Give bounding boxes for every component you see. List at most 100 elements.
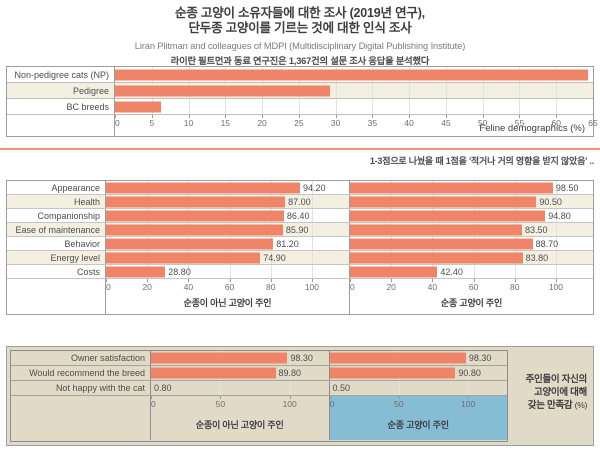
- bar-value-label: 0.50: [332, 383, 351, 393]
- bar-value-label: 98.30: [468, 353, 492, 363]
- chart3-caption-line3: 갖는 만족감 (%): [509, 399, 588, 412]
- chart3-caption-text: 갖는 만족감: [527, 400, 573, 411]
- gridline: [311, 265, 313, 278]
- bar-value-label: 94.80: [548, 210, 571, 221]
- bar-cell: 83.50: [349, 223, 593, 236]
- axis-tick-label: 60: [224, 282, 235, 292]
- gridline: [445, 99, 447, 114]
- bar-cell: 42.40: [349, 265, 593, 278]
- chart3-axis-row: 순종이 아닌 고양이 주인 0 50 100 순종 고양이 주인 0 50 100: [11, 396, 507, 440]
- axis-tick: [556, 115, 558, 118]
- bar-value-label: 42.40: [440, 266, 463, 277]
- bar-cell: 85.90: [106, 223, 349, 236]
- category-label: Companionship: [7, 209, 106, 222]
- axis-tick-label: 100: [548, 282, 564, 292]
- scale-note: 1-3점으로 나눴을 때 1점을 '적거나 거의 영향을 받지 않았음' ..: [369, 156, 594, 166]
- chart3-caption-line1: 주인들이 자신의: [525, 374, 588, 385]
- gridline: [556, 83, 558, 98]
- axis-tick: [229, 279, 231, 282]
- chart2-x-axis-left: 순종이 아닌 고양이 주인 0 20 40 60 80 100: [106, 279, 349, 314]
- bar-cell: 81.20: [106, 237, 349, 250]
- axis-tick: [289, 396, 291, 399]
- category-label: Health: [7, 195, 106, 208]
- category-label: Would recommend the breed: [11, 366, 151, 380]
- chart3-caption-line2: 고양이에 대해: [534, 387, 587, 398]
- gridline: [225, 99, 227, 114]
- bar: [151, 352, 288, 364]
- bar-value-label: 90.80: [458, 368, 481, 378]
- gridline: [311, 195, 313, 208]
- axis-tick-label: 60: [551, 118, 561, 128]
- axis-tick-label: 10: [183, 118, 194, 128]
- gridline: [519, 99, 521, 114]
- axis-tick: [350, 279, 351, 282]
- table-row: Companionship 86.40 94.80: [7, 209, 593, 223]
- gridline: [289, 351, 291, 365]
- category-label: Not happy with the cat: [11, 381, 151, 395]
- bar-value-label: 86.40: [286, 210, 310, 221]
- bar-cell: 90.80: [328, 366, 508, 380]
- axis-tick: [106, 279, 107, 282]
- gridline: [482, 99, 484, 114]
- chart-owner-satisfaction: Owner satisfaction 98.30 98.30 Would recomm…: [6, 346, 594, 446]
- axis-tick: [473, 279, 475, 282]
- gridline: [409, 99, 411, 114]
- table-row: Appearance 94.20 98.50: [7, 181, 593, 195]
- gridline: [229, 265, 231, 278]
- axis-tick: [409, 115, 411, 118]
- bar: [106, 224, 283, 235]
- chart1-axis-spacer: [7, 115, 115, 137]
- gridline: [311, 223, 313, 236]
- table-row: Energy level 74.90 83.80: [7, 251, 593, 265]
- bar: [350, 210, 546, 221]
- axis-tick-label: 40: [404, 118, 414, 128]
- axis-tick: [151, 115, 153, 118]
- gridline: [311, 181, 313, 194]
- bar: [151, 367, 276, 379]
- axis-tick-label: 30: [330, 118, 341, 128]
- gridline: [468, 381, 470, 395]
- gridline: [514, 265, 516, 278]
- axis-tick-label: 25: [294, 118, 304, 128]
- axis-tick-label: 0: [329, 399, 335, 409]
- bar: [350, 182, 553, 193]
- gridline: [555, 237, 557, 250]
- bar-value-label: 0.80: [154, 383, 172, 393]
- bar-cell: 28.80: [106, 265, 349, 278]
- bar: [106, 182, 300, 193]
- axis-tick: [555, 279, 557, 282]
- axis-tick-label: 0: [115, 118, 120, 128]
- chart3-axis-name-right: 순종 고양이 주인: [387, 420, 449, 430]
- bar: [350, 252, 523, 263]
- axis-tick: [115, 115, 116, 118]
- bar-cell: 98.30: [328, 351, 508, 365]
- bar: [350, 266, 438, 277]
- bar-value-label: 83.80: [525, 252, 549, 263]
- gridline: [409, 83, 411, 98]
- bar: [350, 224, 522, 235]
- axis-tick-label: 55: [514, 118, 525, 128]
- axis-tick: [372, 115, 374, 118]
- axis-tick-label: 65: [588, 118, 598, 128]
- chart2-rows: Appearance 94.20 98.50 Health 87.00 90.50 Comp…: [7, 181, 593, 279]
- axis-tick-label: 45: [441, 118, 451, 128]
- gridline: [270, 251, 272, 264]
- axis-tick-label: 60: [468, 282, 479, 292]
- axis-tick-label: 20: [386, 282, 396, 292]
- bar: [106, 238, 274, 249]
- category-label: Non-pedigree cats (NP): [7, 67, 115, 82]
- bar: [115, 69, 588, 80]
- gridline: [555, 181, 557, 194]
- axis-tick-label: 20: [257, 118, 267, 128]
- chart3-axis-spacer: [11, 396, 151, 440]
- byline: Liran Plitman and colleagues of MDPI (Mu…: [134, 41, 466, 51]
- table-row: Costs 28.80 42.40: [7, 265, 593, 279]
- chart3-rows: Owner satisfaction 98.30 98.30 Would recomm…: [11, 351, 507, 396]
- table-row: Non-pedigree cats (NP): [7, 67, 593, 83]
- bar-cell: 90.50: [349, 195, 593, 208]
- table-row: Owner satisfaction 98.30 98.30: [11, 351, 507, 366]
- bar-value-label: 89.80: [278, 368, 302, 378]
- gridline: [398, 381, 400, 395]
- bar-value-label: 74.90: [263, 252, 286, 263]
- axis-tick-label: 100: [461, 399, 476, 409]
